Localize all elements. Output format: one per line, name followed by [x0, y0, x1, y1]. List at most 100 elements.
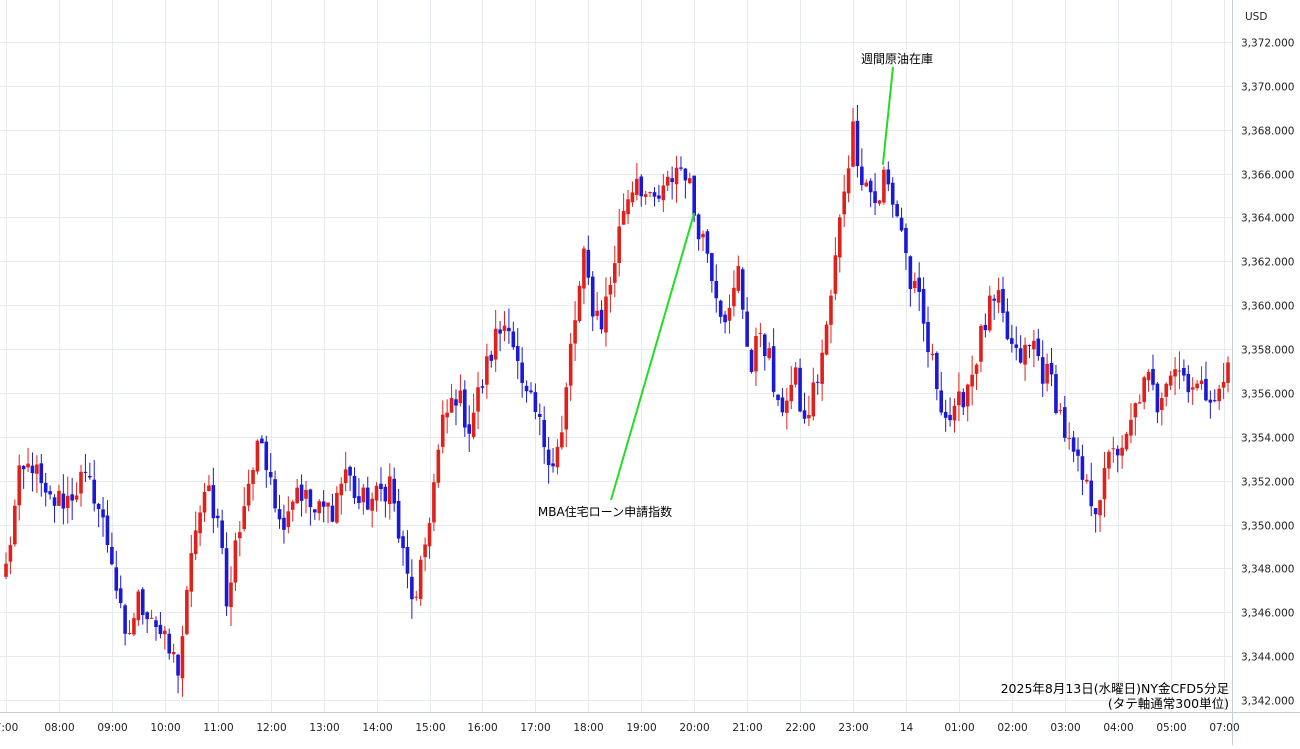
candle-body: [767, 348, 771, 359]
candle: [1062, 395, 1067, 442]
x-tick-label: 02:00: [997, 722, 1027, 734]
candle: [493, 309, 498, 372]
candle: [1208, 390, 1213, 419]
candle: [8, 536, 13, 575]
candle-body: [771, 346, 776, 392]
candle: [639, 174, 644, 207]
candle-body: [436, 449, 441, 483]
candle-body: [485, 356, 489, 385]
candle: [749, 348, 754, 374]
candle: [1111, 436, 1116, 464]
candle-body: [930, 353, 935, 356]
candle-body: [427, 523, 432, 547]
candle-body: [405, 546, 410, 574]
candle-body: [1155, 383, 1160, 413]
candle-body: [1111, 448, 1116, 450]
candle-body: [1010, 338, 1014, 344]
candle-body: [577, 285, 582, 322]
candle-body: [648, 192, 652, 194]
candle: [489, 350, 494, 368]
candle-body: [1217, 388, 1221, 402]
candle-body: [277, 509, 282, 520]
candle: [983, 313, 988, 338]
candle-body: [1160, 398, 1164, 410]
candle: [370, 492, 374, 528]
annotations: MBA住宅ローン申請指数 週間原油在庫: [538, 52, 933, 519]
candle-body: [180, 636, 185, 679]
candle-body: [299, 484, 304, 501]
candle-body: [242, 506, 247, 530]
candle: [361, 483, 366, 515]
candle: [687, 172, 692, 185]
candle-body: [211, 485, 216, 519]
candle: [246, 469, 251, 512]
candle-body: [352, 475, 357, 499]
candle-body: [26, 463, 30, 468]
candle: [952, 398, 957, 433]
candle-body: [683, 168, 688, 181]
candle-body: [723, 314, 727, 323]
candle-body: [1102, 468, 1107, 500]
candle-body: [820, 352, 824, 384]
candle-body: [65, 495, 70, 508]
candle: [1076, 437, 1080, 472]
candle-body: [304, 489, 308, 499]
candle: [943, 399, 948, 432]
candle-body: [61, 493, 66, 509]
candle: [873, 173, 877, 216]
candle: [140, 587, 145, 625]
candle: [1085, 474, 1089, 484]
candle: [1142, 375, 1146, 410]
candle-body: [1186, 373, 1191, 393]
y-tick-label: 3,352.000: [1241, 477, 1294, 489]
candle-body: [1005, 311, 1010, 340]
candle-body: [458, 390, 463, 404]
candle: [793, 361, 798, 388]
candle: [833, 237, 838, 301]
candle: [171, 643, 176, 663]
x-tick-label: 16:00: [467, 722, 497, 734]
candle-body: [13, 505, 17, 545]
candle: [917, 262, 921, 312]
x-tick-label: 01:00: [944, 722, 974, 734]
candle-body: [1168, 375, 1173, 386]
candle-body: [383, 486, 388, 502]
candle-body: [807, 415, 811, 419]
candle: [785, 388, 789, 430]
candle: [423, 537, 427, 572]
candle: [242, 487, 247, 532]
candle: [979, 323, 983, 373]
candle: [612, 245, 617, 298]
candle-body: [507, 327, 511, 332]
candle-body: [1182, 367, 1186, 376]
candle: [710, 252, 714, 293]
candle-body: [1014, 344, 1019, 348]
candle: [1014, 326, 1019, 361]
candle-body: [471, 412, 476, 437]
candle-body: [582, 248, 586, 289]
candle: [635, 163, 639, 201]
candle: [1133, 402, 1138, 436]
candle: [732, 270, 736, 317]
candle: [1089, 462, 1094, 517]
candle: [705, 229, 710, 263]
candle: [939, 371, 944, 416]
candle-body: [1085, 479, 1089, 482]
candle-body: [987, 295, 992, 331]
candle-body: [873, 191, 877, 203]
candle: [1058, 403, 1063, 415]
candle: [1217, 384, 1221, 410]
candle-body: [732, 287, 736, 307]
candle-body: [727, 307, 732, 321]
candle-body: [877, 200, 882, 204]
candle: [723, 311, 727, 334]
candle-body: [943, 412, 948, 418]
candle-body: [1062, 407, 1067, 438]
candle-body: [198, 512, 202, 534]
candle: [17, 454, 22, 521]
candle-body: [136, 591, 141, 621]
candle: [1173, 356, 1177, 396]
candle: [1129, 403, 1133, 444]
candle: [277, 494, 282, 529]
candle-body: [740, 269, 745, 310]
